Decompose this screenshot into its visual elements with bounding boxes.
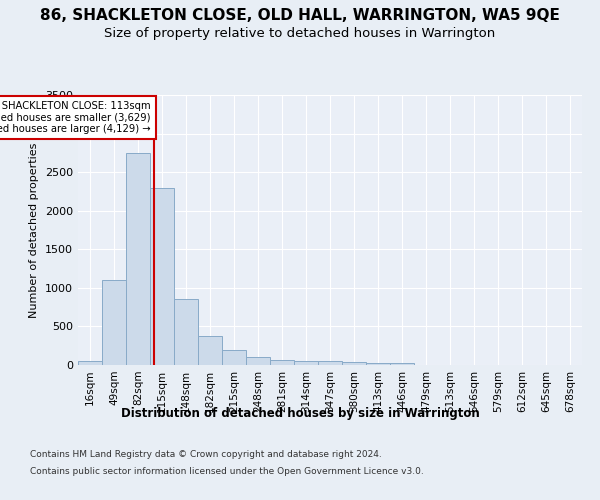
Bar — [198, 336, 222, 365]
Text: 86 SHACKLETON CLOSE: 113sqm
← 46% of detached houses are smaller (3,629)
53% of : 86 SHACKLETON CLOSE: 113sqm ← 46% of det… — [0, 101, 151, 134]
Bar — [126, 153, 150, 365]
Bar — [174, 300, 198, 365]
Bar — [294, 361, 318, 365]
Text: Size of property relative to detached houses in Warrington: Size of property relative to detached ho… — [104, 28, 496, 40]
Bar — [78, 361, 102, 365]
Bar — [366, 362, 390, 365]
Bar — [390, 364, 414, 365]
Text: Distribution of detached houses by size in Warrington: Distribution of detached houses by size … — [121, 408, 479, 420]
Bar — [246, 358, 270, 365]
Bar — [318, 361, 342, 365]
Text: Contains HM Land Registry data © Crown copyright and database right 2024.: Contains HM Land Registry data © Crown c… — [30, 450, 382, 459]
Y-axis label: Number of detached properties: Number of detached properties — [29, 142, 40, 318]
Bar — [342, 362, 366, 365]
Bar — [222, 350, 246, 365]
Bar — [270, 360, 294, 365]
Bar — [150, 188, 174, 365]
Text: Contains public sector information licensed under the Open Government Licence v3: Contains public sector information licen… — [30, 468, 424, 476]
Bar — [102, 280, 126, 365]
Text: 86, SHACKLETON CLOSE, OLD HALL, WARRINGTON, WA5 9QE: 86, SHACKLETON CLOSE, OLD HALL, WARRINGT… — [40, 8, 560, 22]
